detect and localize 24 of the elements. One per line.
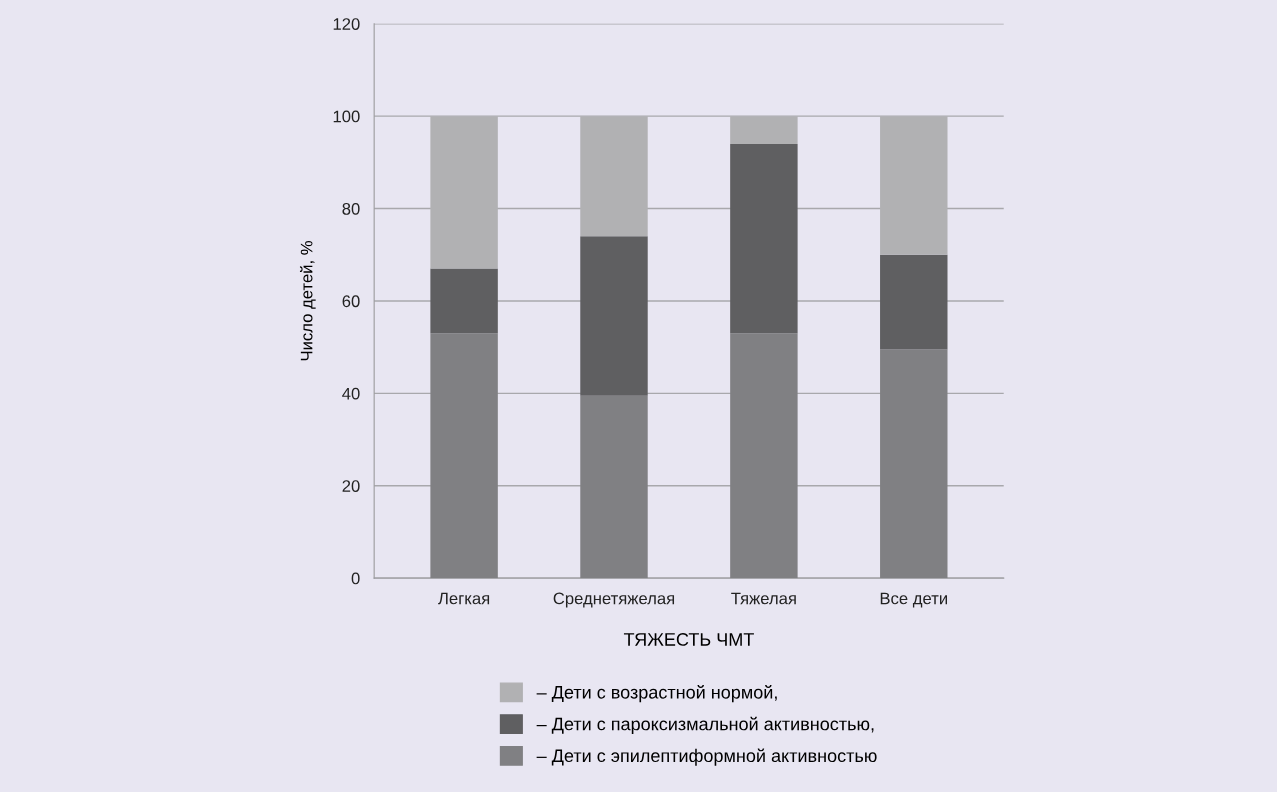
y-tick-label: 0 <box>351 572 360 585</box>
bar <box>730 333 798 579</box>
bar <box>430 333 498 579</box>
legend-label: – Дети с пароксизмальной активностью, <box>536 716 874 734</box>
y-tick-label: 100 <box>333 110 360 123</box>
x-tick-label: Тяжелая <box>731 592 796 605</box>
legend-label: – Дети с эпилептиформной активностью <box>536 748 877 766</box>
x-tick-label: Легкая <box>438 592 490 605</box>
bar <box>880 254 948 350</box>
legend-label: – Дети с возрастной нормой, <box>536 685 777 703</box>
bar <box>730 143 798 334</box>
y-tick-label: 60 <box>342 295 360 308</box>
bar <box>430 268 498 334</box>
bar <box>880 349 948 579</box>
y-tick-label: 120 <box>333 18 360 30</box>
y-axis-title: Число детей, % <box>299 241 316 361</box>
y-tick-label: 20 <box>342 480 360 492</box>
bar <box>580 395 648 579</box>
x-axis-title: ТЯЖЕСТЬ ЧМТ <box>623 633 754 646</box>
x-tick-label: Все дети <box>880 592 947 608</box>
bar <box>580 236 648 396</box>
x-tick-label: Среднетяжелая <box>553 592 675 608</box>
y-tick-label: 40 <box>342 387 360 400</box>
y-tick-label: 80 <box>342 202 360 215</box>
